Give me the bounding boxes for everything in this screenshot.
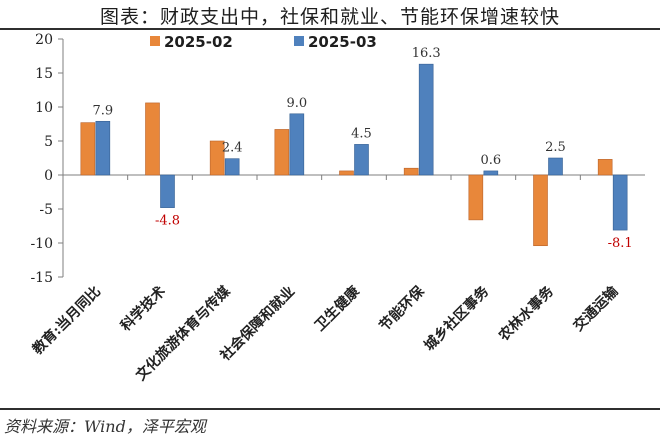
- footer-divider: [0, 408, 660, 410]
- data-label-2025-03: 4.5: [351, 126, 372, 141]
- bars: [80, 63, 628, 247]
- bar-2025-03: [224, 158, 240, 176]
- y-tick-label: 20: [35, 32, 53, 48]
- bar-2025-02: [403, 167, 419, 176]
- bar-2025-02: [468, 174, 484, 221]
- chart-title: 图表：财政支出中，社保和就业、节能环保增速较快: [99, 6, 560, 28]
- bar-2025-02: [597, 159, 613, 176]
- data-label-2025-03: 0.6: [480, 153, 501, 168]
- source-note: 资料来源：Wind，泽平宏观: [4, 417, 206, 436]
- category-label: 城乡社区事务: [421, 282, 493, 354]
- category-label: 教育:当月同比: [29, 283, 104, 358]
- category-label: 交通运输: [570, 282, 622, 334]
- bar-2025-03: [483, 170, 499, 176]
- title-divider: [0, 28, 660, 30]
- y-tick-label: -5: [39, 202, 53, 218]
- bar-2025-03: [354, 144, 369, 176]
- y-tick-label: -15: [30, 270, 53, 286]
- bar-chart: 20 15 10 5 0 -5 -10 -15 7.9 -4.8 2.4 9.0 4.5 16.3 0.6…: [29, 32, 645, 384]
- legend-swatch-2025-03: [294, 36, 304, 46]
- bar-2025-02: [339, 170, 354, 176]
- bar-2025-03: [612, 174, 628, 231]
- y-tick-label: 0: [44, 168, 53, 184]
- data-label-2025-03: 2.5: [545, 140, 566, 155]
- bar-2025-02: [274, 129, 290, 176]
- category-label: 卫生健康: [311, 282, 363, 334]
- bar-2025-03: [548, 157, 563, 176]
- category-label: 节能环保: [376, 282, 428, 334]
- data-label-2025-03: 7.9: [92, 103, 113, 118]
- y-tick-label: -10: [30, 236, 53, 252]
- data-label-2025-03: 16.3: [412, 46, 441, 61]
- legend: 2025-02 2025-03: [150, 33, 377, 51]
- bar-2025-02: [209, 140, 225, 176]
- legend-label-2025-03: 2025-03: [308, 33, 377, 51]
- data-label-2025-03: 9.0: [286, 96, 307, 111]
- data-label-2025-03: -4.8: [155, 214, 180, 229]
- bar-2025-02: [80, 122, 96, 176]
- legend-swatch-2025-02: [150, 36, 160, 46]
- y-tick-label: 5: [44, 134, 53, 150]
- category-label: 农林水事务: [495, 282, 558, 345]
- bar-2025-02: [533, 174, 548, 247]
- bar-2025-03: [418, 63, 434, 176]
- legend-label-2025-02: 2025-02: [164, 33, 233, 51]
- bar-2025-03: [95, 120, 111, 176]
- bar-2025-02: [145, 102, 160, 176]
- data-label-2025-03: -8.1: [608, 236, 633, 251]
- y-axis-ticks: 20 15 10 5 0 -5 -10 -15: [30, 32, 63, 286]
- bar-2025-03: [160, 174, 175, 208]
- data-labels: 7.9 -4.8 2.4 9.0 4.5 16.3 0.6 2.5 -8.1: [92, 46, 632, 251]
- data-label-2025-03: 2.4: [222, 141, 243, 156]
- category-label: 科学技术: [117, 283, 169, 335]
- bar-2025-03: [289, 113, 305, 176]
- y-tick-label: 10: [35, 100, 53, 116]
- y-tick-label: 15: [35, 66, 53, 82]
